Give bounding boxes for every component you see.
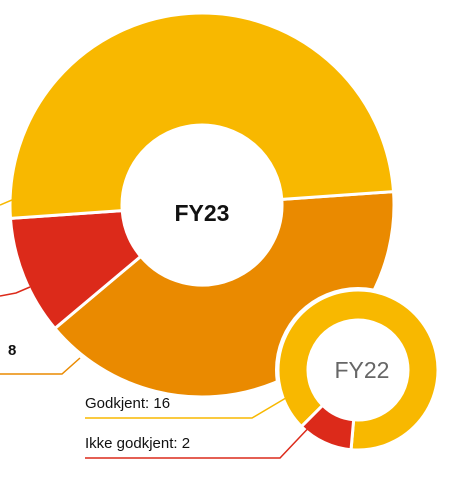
leader-line: [0, 357, 81, 375]
leader-line: [0, 286, 31, 297]
donut-segment: [276, 288, 440, 452]
data-label: Godkjent: 16: [85, 395, 170, 412]
donut-fy22: [276, 288, 440, 452]
donut-segment: [299, 403, 356, 452]
leader-line: [0, 193, 19, 206]
data-label: Ikke godkjent: 2: [85, 435, 190, 452]
leader-line: [85, 391, 297, 419]
leader-line: [85, 419, 317, 459]
donut-title: FY23: [175, 200, 230, 226]
donut-title: FY22: [335, 357, 390, 383]
data-label: 8: [8, 342, 16, 359]
donut-segment: [8, 11, 396, 220]
